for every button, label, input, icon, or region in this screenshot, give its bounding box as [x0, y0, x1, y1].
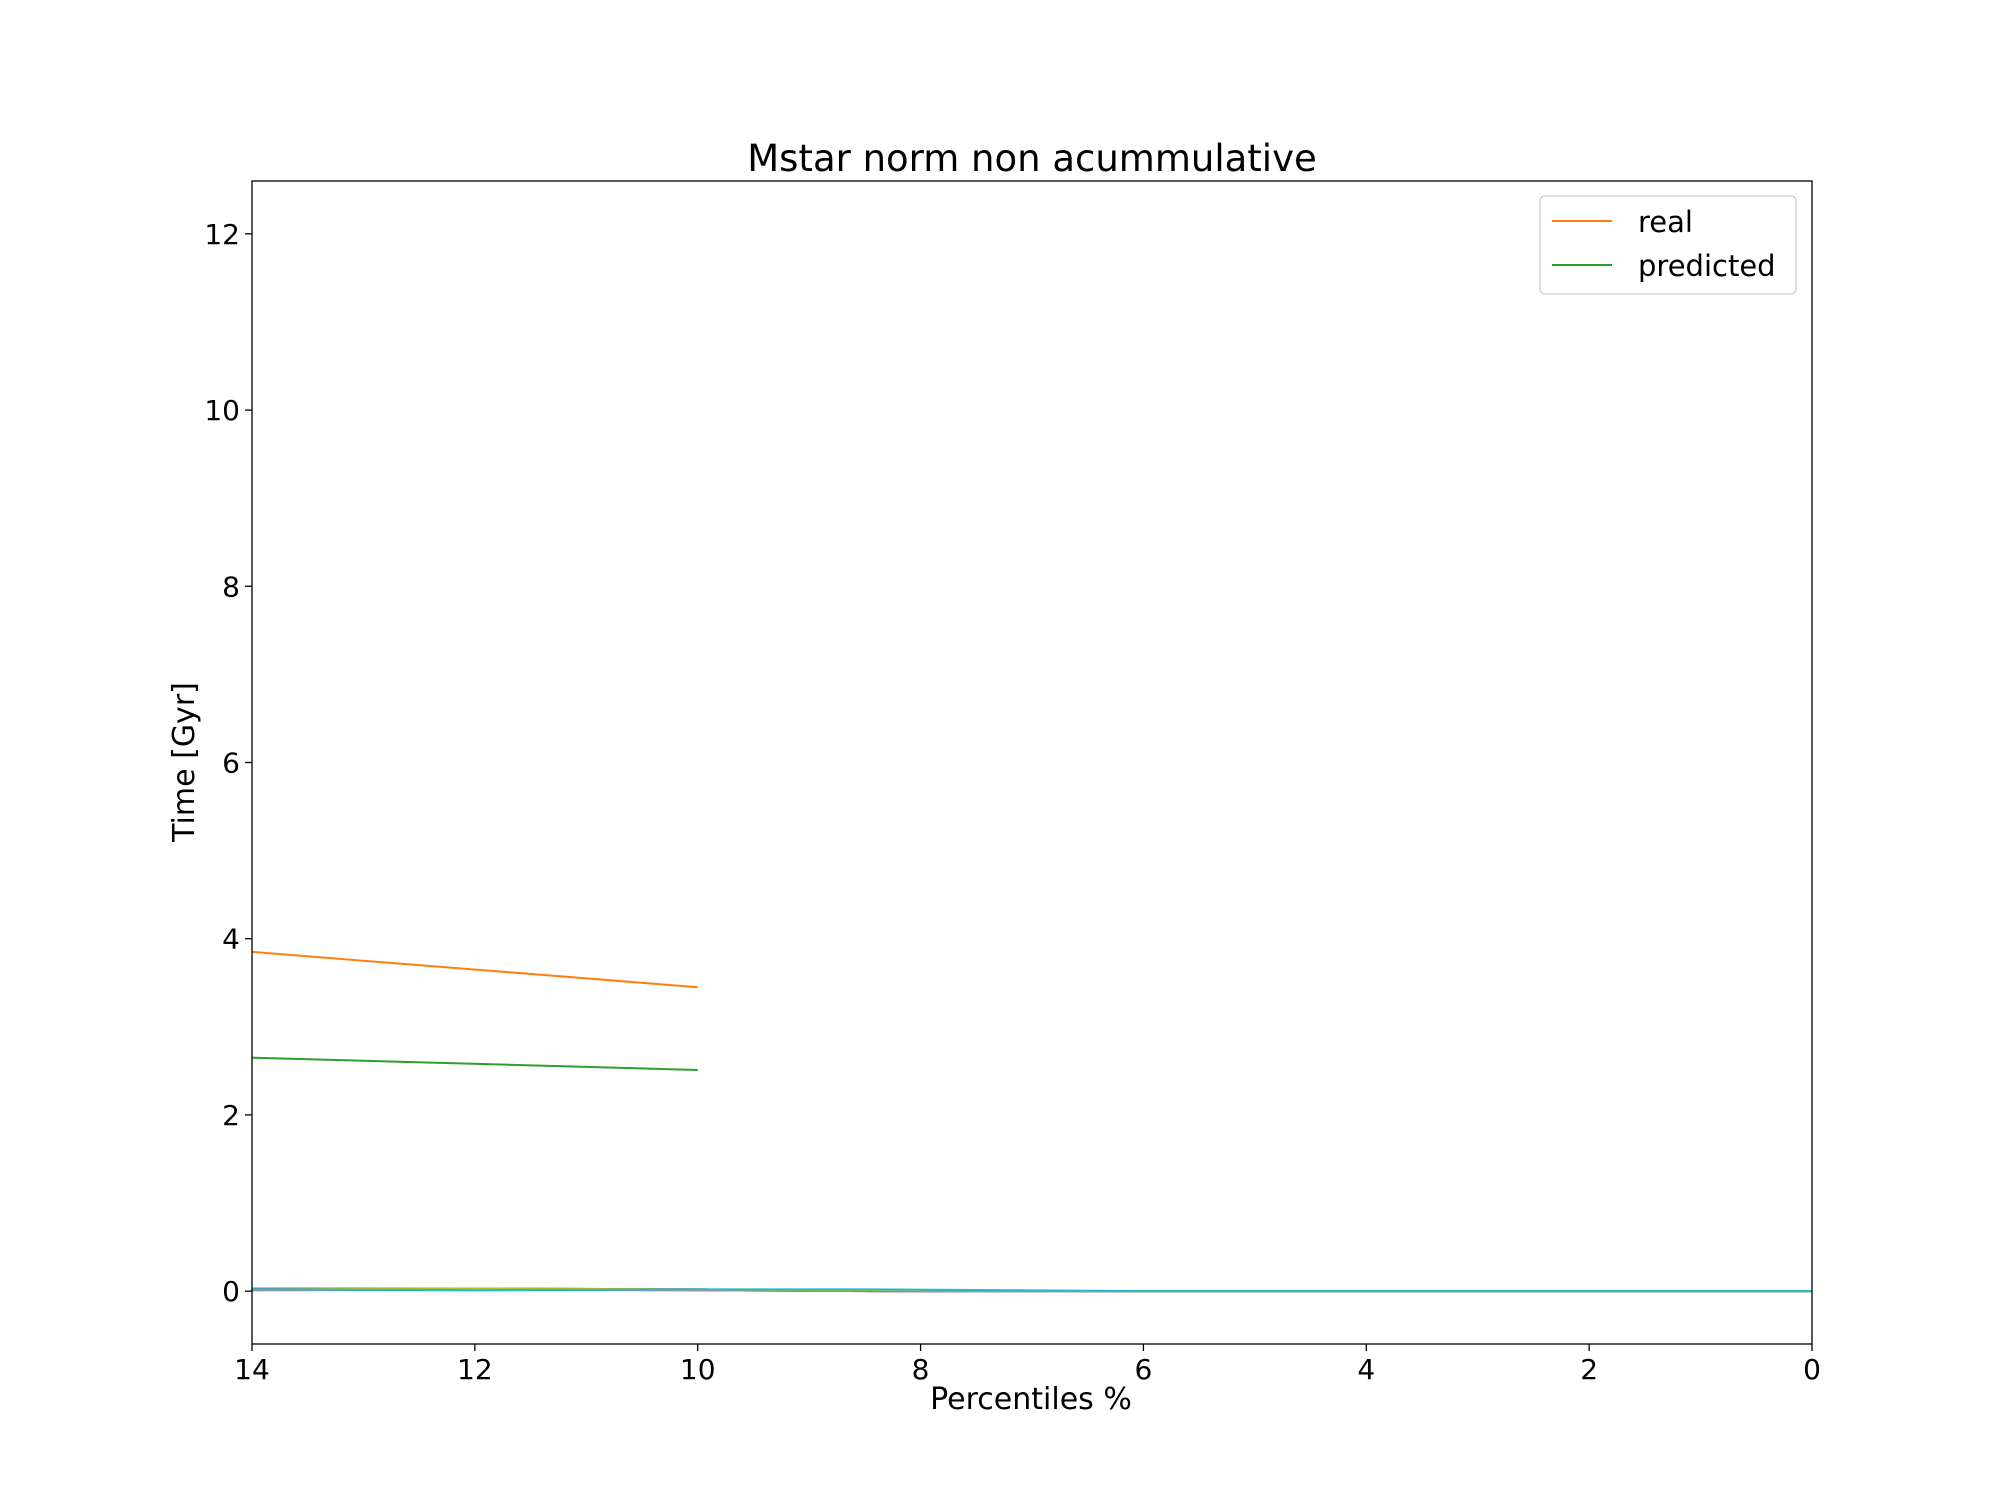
- y-axis-label: Time [Gyr]: [167, 682, 202, 843]
- legend-label-predicted: predicted: [1638, 249, 1776, 283]
- x-tick-label: 14: [234, 1353, 270, 1386]
- y-tick-label: 0: [222, 1275, 240, 1308]
- x-tick-label: 12: [457, 1353, 493, 1386]
- x-tick-label: 10: [680, 1353, 716, 1386]
- x-tick-label: 0: [1803, 1353, 1821, 1386]
- y-tick-label: 6: [222, 747, 240, 780]
- y-tick-label: 8: [222, 570, 240, 603]
- y-tick-label: 10: [204, 394, 240, 427]
- y-tick-label: 4: [222, 923, 240, 956]
- x-tick-label: 4: [1357, 1353, 1375, 1386]
- y-tick-label: 2: [222, 1099, 240, 1132]
- y-tick-label: 12: [204, 218, 240, 251]
- x-tick-label: 2: [1580, 1353, 1598, 1386]
- plot-frame: [251, 180, 1813, 1345]
- x-tick-label: 6: [1135, 1353, 1153, 1386]
- legend-label-real: real: [1638, 205, 1693, 239]
- series-line-real: [252, 950, 698, 989]
- chart-title: Mstar norm non acummulative: [747, 137, 1317, 180]
- series-line-predicted: [252, 1056, 698, 1071]
- x-tick-label: 8: [912, 1353, 930, 1386]
- x-axis-label: Percentiles %: [930, 1382, 1132, 1417]
- plot-area: 14 12 10 8 6 4 2 0 0 2 4 6 8 10 12 real predicted: [204, 180, 1821, 1386]
- series-line-series-10: [252, 1288, 1812, 1293]
